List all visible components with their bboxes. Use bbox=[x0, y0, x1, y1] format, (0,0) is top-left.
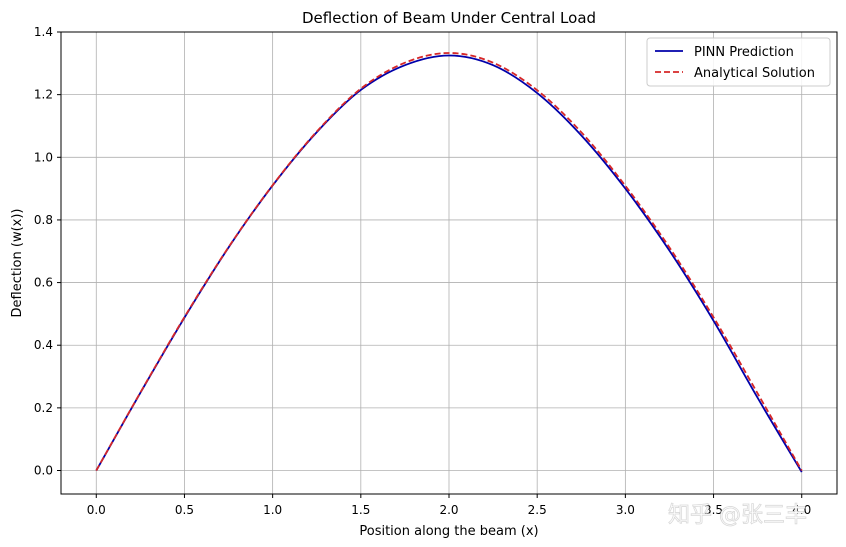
series-lines bbox=[95, 52, 803, 473]
x-tick-label: 3.5 bbox=[704, 503, 723, 517]
y-tick-label: 0.0 bbox=[34, 464, 53, 478]
x-tick-label: 0.5 bbox=[175, 503, 194, 517]
y-tick-label: 0.6 bbox=[34, 276, 53, 290]
y-tick-label: 0.8 bbox=[34, 213, 53, 227]
x-tick-label: 2.5 bbox=[528, 503, 547, 517]
x-tick-label: 0.0 bbox=[87, 503, 106, 517]
x-tick-label: 3.0 bbox=[616, 503, 635, 517]
x-ticks: 0.0 0.5 1.0 1.5 2.0 2.5 3.0 3.5 4.0 bbox=[87, 494, 811, 517]
x-tick-label: 1.0 bbox=[263, 503, 282, 517]
x-tick-label: 2.0 bbox=[439, 503, 458, 517]
chart-title: Deflection of Beam Under Central Load bbox=[302, 9, 596, 27]
legend: PINN Prediction Analytical Solution bbox=[646, 37, 831, 87]
y-tick-label: 1.2 bbox=[34, 88, 53, 102]
y-tick-label: 1.0 bbox=[34, 150, 53, 164]
y-tick-label: 1.4 bbox=[34, 25, 53, 39]
x-tick-label: 1.5 bbox=[351, 503, 370, 517]
x-axis-label: Position along the beam (x) bbox=[359, 524, 538, 539]
y-tick-label: 0.2 bbox=[34, 401, 53, 415]
series-line-analytical bbox=[95, 52, 803, 471]
grid bbox=[61, 31, 837, 494]
legend-box bbox=[646, 37, 831, 87]
watermark: 知乎 @张三丰 bbox=[668, 503, 807, 528]
y-tick-label: 0.4 bbox=[34, 338, 53, 352]
legend-label-analytical: Analytical Solution bbox=[694, 66, 815, 81]
y-axis-label: Deflection (w(x)) bbox=[10, 209, 25, 318]
legend-label-pinn: PINN Prediction bbox=[694, 45, 794, 60]
y-ticks: 0.0 0.2 0.4 0.6 0.8 1.0 1.2 1.4 bbox=[34, 25, 61, 478]
x-tick-label: 4.0 bbox=[792, 503, 811, 517]
